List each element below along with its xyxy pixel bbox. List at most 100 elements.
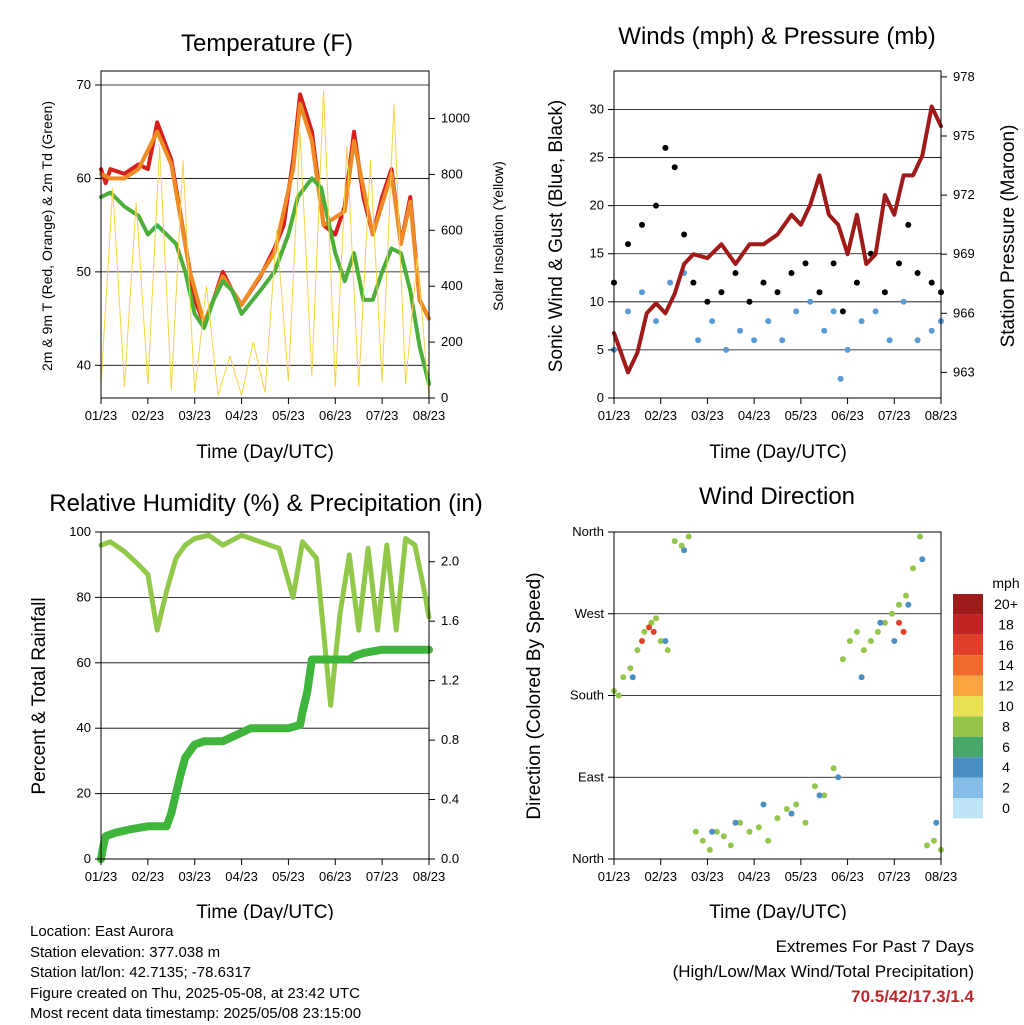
data-point xyxy=(653,202,659,209)
y-tick-label: 15 xyxy=(590,246,604,261)
wind-direction-panel: Wind Direction 01/23 02/23 03/23 04/23 05/23… xyxy=(524,483,1020,920)
data-point xyxy=(646,624,652,631)
legend-label: 0 xyxy=(1002,800,1010,816)
series-line-0 xyxy=(98,532,432,708)
winds-panel: Winds (mph) & Pressure (mb) 01/23 02/23 03… xyxy=(546,23,1019,463)
y-tick-label: 40 xyxy=(77,720,91,735)
y2-tick-label: 0.0 xyxy=(441,851,459,866)
x-tick-label: 07/23 xyxy=(878,869,911,884)
legend-swatch xyxy=(953,736,983,758)
y-tick-label: 40 xyxy=(77,357,91,372)
data-point xyxy=(692,828,699,835)
data-point xyxy=(896,260,902,267)
wind-direction-ylabel: Direction (Colored By Speed) xyxy=(524,572,545,819)
data-point xyxy=(681,231,688,238)
legend-label: 12 xyxy=(998,678,1014,694)
data-point xyxy=(889,610,895,617)
data-point xyxy=(720,833,727,840)
data-point xyxy=(807,298,814,305)
data-point xyxy=(639,638,645,644)
data-point xyxy=(872,308,879,315)
humidity-ylabel: Percent & Total Rainfall xyxy=(29,597,50,794)
data-point xyxy=(746,828,753,835)
y-tick-label: North xyxy=(572,524,604,539)
x-tick-label: 08/23 xyxy=(413,869,446,884)
y2-tick-label: 978 xyxy=(953,69,975,84)
data-point xyxy=(718,289,725,296)
data-point xyxy=(830,765,837,772)
series-line-2 xyxy=(612,104,943,375)
data-point xyxy=(671,538,678,545)
data-point xyxy=(933,819,940,826)
data-point xyxy=(709,828,716,835)
data-point xyxy=(788,270,795,276)
data-point xyxy=(641,628,648,635)
x-tick-label: 05/23 xyxy=(272,408,305,423)
winds-frame xyxy=(613,70,942,399)
data-point xyxy=(639,221,645,228)
data-point xyxy=(837,375,844,382)
x-tick-label: 08/23 xyxy=(925,869,958,884)
y-tick-label: 25 xyxy=(590,150,604,165)
legend-label: 18 xyxy=(998,616,1014,632)
y2-tick-label: 0 xyxy=(441,390,448,405)
data-point xyxy=(774,289,781,296)
station-location: Location: East Aurora xyxy=(30,923,174,940)
data-point xyxy=(931,837,937,844)
data-point xyxy=(816,289,823,296)
x-tick-label: 03/23 xyxy=(178,408,211,423)
station-latlon: Station lat/lon: 42.7135; -78.6317 xyxy=(30,964,252,981)
data-point xyxy=(793,801,800,808)
data-point xyxy=(905,601,912,608)
wind-direction-title: Wind Direction xyxy=(699,483,855,510)
data-point xyxy=(779,337,786,344)
data-point xyxy=(699,837,706,844)
y-tick-label: South xyxy=(570,688,604,703)
data-point xyxy=(629,674,636,681)
data-point xyxy=(704,298,711,305)
data-point xyxy=(751,337,758,344)
data-point xyxy=(844,346,851,353)
data-point xyxy=(657,638,664,644)
x-tick-label: 07/23 xyxy=(366,408,399,423)
data-point xyxy=(671,164,678,171)
data-point xyxy=(853,628,860,635)
winds-xlabel: Time (Day/UTC) xyxy=(709,442,847,463)
data-point xyxy=(706,846,713,853)
x-tick-label: 01/23 xyxy=(85,408,118,423)
data-point xyxy=(634,647,641,654)
data-point xyxy=(830,308,837,315)
data-point xyxy=(678,542,685,549)
y2-tick-label: 0.8 xyxy=(441,732,459,747)
winds-title: Winds (mph) & Pressure (mb) xyxy=(618,23,935,50)
wind-direction-xlabel: Time (Day/UTC) xyxy=(709,902,847,920)
data-point xyxy=(914,270,921,276)
data-point xyxy=(802,819,809,826)
station-elevation: Station elevation: 377.038 m xyxy=(30,943,221,961)
data-point xyxy=(662,144,669,151)
data-point xyxy=(924,842,930,849)
y-tick-label: 70 xyxy=(77,77,91,92)
data-point xyxy=(625,308,631,315)
data-point xyxy=(900,298,907,305)
data-point xyxy=(858,674,865,681)
data-point xyxy=(615,692,622,699)
y2-tick-label: 969 xyxy=(953,246,975,261)
data-point xyxy=(695,337,702,344)
y-tick-label: 10 xyxy=(590,294,604,309)
y-tick-label: 0 xyxy=(84,851,91,866)
legend-swatch xyxy=(953,716,983,737)
data-point xyxy=(746,298,753,305)
data-point xyxy=(737,327,744,334)
series-line-3 xyxy=(100,90,430,399)
data-point xyxy=(755,824,762,831)
temperature-y2label: Solar Insolation (Yellow) xyxy=(490,161,506,311)
legend-swatch xyxy=(953,696,983,717)
data-point xyxy=(713,828,720,835)
legend-swatch xyxy=(953,594,983,615)
legend-label: 4 xyxy=(1002,759,1010,775)
y-tick-label: 60 xyxy=(77,170,91,185)
data-point xyxy=(886,337,893,344)
data-point xyxy=(709,318,716,325)
data-point xyxy=(881,619,888,626)
